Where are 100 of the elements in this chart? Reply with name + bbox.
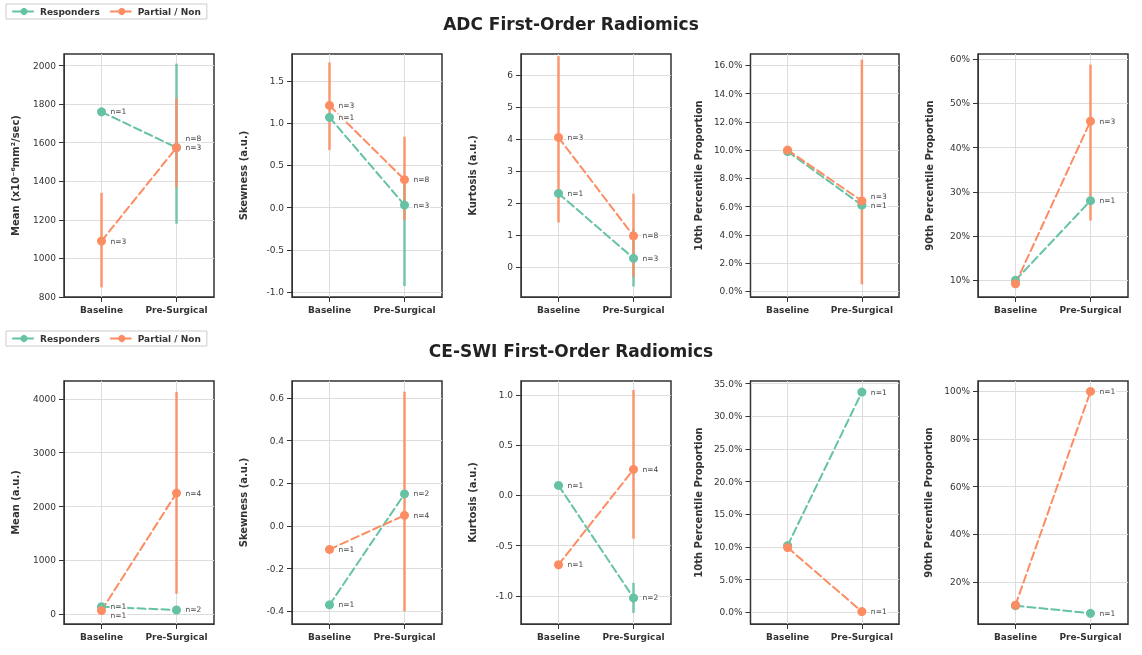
y-tick-label: 16.0% (714, 60, 744, 71)
point (325, 100, 335, 110)
y-tick-label: 0.4 (270, 435, 285, 446)
y-tick-label: 35.0% (714, 378, 744, 389)
x-tick-label: Baseline (766, 631, 810, 642)
x-tick-label: Baseline (766, 304, 810, 315)
y-tick-label: 80% (949, 434, 971, 445)
legend-label: Responders (40, 333, 100, 344)
x-tick-label: Pre-Surgical (830, 304, 894, 315)
y-tick-label: 4.0% (719, 229, 744, 240)
y-tick-label: 0.6 (270, 393, 285, 404)
y-tick-label: 1600 (33, 137, 57, 148)
chart-title: CE-SWI First-Order Radiomics (428, 340, 713, 361)
y-tick-label: 800 (38, 292, 57, 302)
x-tick-label: Pre-Surgical (830, 631, 894, 642)
y-tick-label: 50% (949, 98, 971, 109)
y-tick-label: 5 (507, 102, 513, 113)
y-axis-title: Mean (a.u.) (9, 470, 21, 535)
point (1085, 116, 1095, 126)
x-tick-label: Baseline (79, 631, 124, 642)
y-tick-label: -0.2 (266, 563, 285, 574)
x-tick-label: Baseline (308, 304, 352, 315)
y-tick-label: 10.0% (714, 145, 744, 156)
y-axis-title: Kurtosis (a.u.) (466, 462, 478, 543)
y-tick-label: 1.0 (270, 118, 285, 129)
point (553, 132, 563, 142)
point (628, 593, 638, 603)
point (325, 112, 335, 122)
y-tick-label: 8.0% (719, 173, 744, 184)
y-tick-label: 5.0% (719, 574, 744, 585)
y-tick-label: -0.5 (495, 540, 513, 551)
y-tick-label: 60% (949, 481, 971, 492)
y-tick-label: 0 (507, 262, 514, 273)
y-axis-title: Kurtosis (a.u.) (466, 135, 478, 216)
y-axis-title: 90th Percentile Proportion (923, 100, 935, 251)
point (1085, 196, 1095, 206)
y-tick-label: 0.5 (270, 160, 285, 171)
point (400, 175, 410, 185)
y-tick-label: 1800 (33, 99, 57, 110)
y-tick-label: 4000 (33, 393, 57, 404)
x-tick-label: Pre-Surgical (1058, 304, 1122, 315)
y-tick-label: 100% (943, 386, 971, 397)
point (97, 236, 106, 246)
point (172, 605, 181, 615)
y-axis-title: 90th Percentile Proportion (922, 427, 934, 578)
y-axis-title: Skewness (a.u.) (237, 457, 249, 548)
y-tick-label: 1400 (33, 176, 57, 187)
x-tick-label: Pre-Surgical (373, 304, 437, 315)
x-tick-label: Baseline (536, 631, 580, 642)
y-tick-label: 2.0% (719, 258, 744, 269)
y-tick-label: 0 (50, 609, 57, 620)
point (628, 464, 638, 474)
point (857, 196, 867, 206)
x-tick-label: Pre-Surgical (602, 304, 665, 315)
chart-title: ADC First-Order Radiomics (442, 13, 699, 34)
point (553, 560, 563, 570)
y-tick-label: -0.5 (266, 244, 285, 255)
y-tick-label: 1000 (33, 555, 57, 566)
y-tick-label: 20% (949, 576, 971, 587)
y-tick-label: 14.0% (714, 88, 744, 99)
y-tick-label: 0.5 (498, 440, 513, 451)
y-tick-label: 0.0% (719, 286, 744, 297)
y-tick-label: 30% (949, 186, 971, 197)
x-tick-label: Pre-Surgical (602, 631, 665, 642)
x-tick-label: Baseline (993, 304, 1037, 315)
point (400, 489, 410, 499)
y-tick-label: 12.0% (714, 116, 744, 127)
y-tick-label: 2 (507, 198, 513, 209)
point (1085, 608, 1095, 618)
y-axis-title: Mean (x10⁻⁶mm²/sec) (9, 115, 21, 236)
y-tick-label: 20% (949, 231, 971, 242)
point (553, 188, 563, 198)
y-tick-label: 10% (949, 275, 971, 286)
point (628, 231, 638, 241)
x-tick-label: Baseline (536, 304, 580, 315)
point (325, 600, 335, 610)
y-tick-label: 1000 (33, 253, 57, 264)
y-tick-label: 0.0 (270, 202, 285, 213)
y-tick-label: 1.0 (498, 390, 514, 401)
y-tick-label: 1200 (33, 214, 57, 225)
x-tick-label: Baseline (79, 304, 124, 315)
x-tick-label: Pre-Surgical (145, 631, 208, 642)
y-axis-title: Skewness (a.u.) (237, 130, 249, 221)
point (400, 510, 410, 520)
y-axis-title: 10th Percentile Proportion (692, 427, 704, 578)
y-tick-label: 3000 (33, 447, 57, 458)
y-tick-label: 40% (949, 529, 971, 540)
y-tick-label: 60% (949, 54, 971, 65)
y-tick-label: 1.5 (270, 76, 285, 86)
point (1085, 386, 1095, 396)
y-tick-label: 0.0% (719, 607, 744, 618)
y-tick-label: 2000 (33, 60, 57, 71)
y-axis-title: 10th Percentile Proportion (692, 100, 704, 251)
y-tick-label: 25.0% (714, 443, 744, 454)
y-tick-label: -0.4 (266, 606, 285, 617)
y-tick-label: 30.0% (714, 411, 744, 422)
y-tick-label: 3 (507, 166, 513, 177)
point (553, 480, 563, 490)
point (1010, 279, 1020, 289)
x-tick-label: Pre-Surgical (373, 631, 437, 642)
